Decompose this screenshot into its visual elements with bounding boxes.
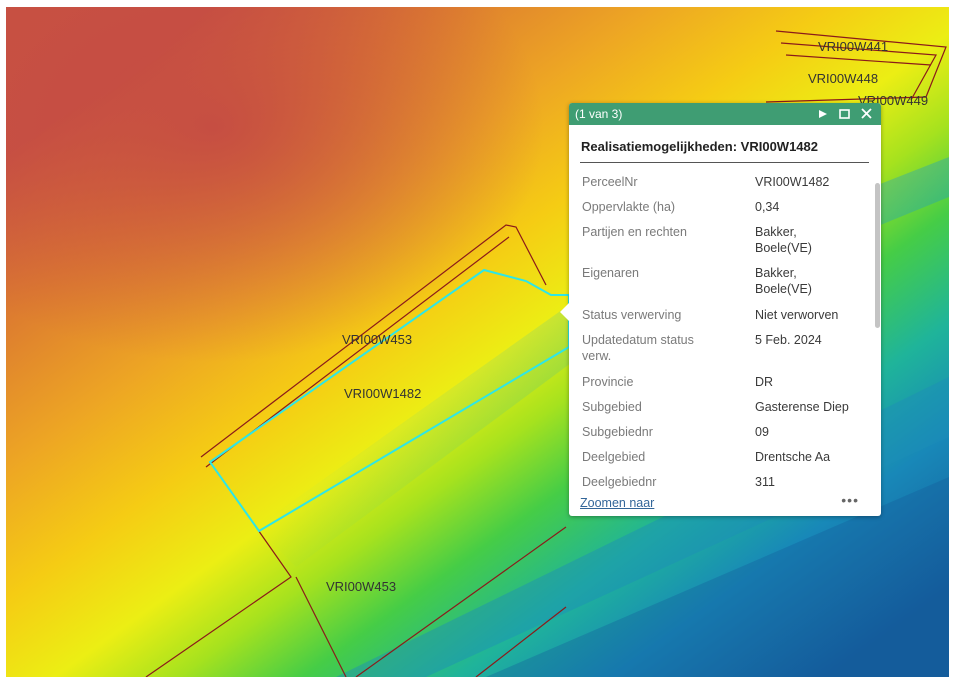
attribute-value: DR — [755, 375, 774, 389]
parcel-label: VRI00W441 — [818, 39, 889, 54]
popup-scrollbar[interactable] — [873, 153, 881, 488]
attribute-key: Oppervlakte (ha) — [582, 200, 676, 214]
close-icon — [861, 108, 872, 119]
more-options-button[interactable]: ••• — [841, 492, 859, 508]
attribute-key: Eigenaren — [582, 266, 639, 280]
attribute-value: Bakker, Boele(VE) — [755, 266, 812, 296]
attribute-value: VRI00W1482 — [755, 175, 830, 189]
zoom-to-link[interactable]: Zoomen naar — [580, 496, 655, 510]
scrollbar-thumb[interactable] — [875, 183, 880, 328]
attribute-key: Partijen en rechten — [582, 225, 687, 239]
attribute-value: Bakker, Boele(VE) — [755, 225, 812, 255]
attribute-value: Drentsche Aa — [755, 450, 831, 464]
attribute-value: Niet verworven — [755, 308, 839, 322]
attribute-key: PerceelNr — [582, 175, 638, 189]
attribute-value: 09 — [755, 425, 769, 439]
popup-pointer — [560, 303, 569, 321]
play-triangle-icon — [819, 110, 827, 118]
selected-parcel-outline[interactable] — [208, 268, 570, 533]
attribute-key: Subgebied — [582, 400, 642, 414]
parcel-label: VRI00W448 — [808, 71, 879, 86]
attribute-value: 5 Feb. 2024 — [755, 333, 822, 347]
attribute-value: Gasterense Diep — [755, 400, 849, 414]
attribute-key: Updatedatum status verw. — [582, 333, 694, 363]
attribute-key: Status verwerving — [582, 308, 682, 322]
close-button[interactable] — [859, 105, 875, 123]
maximize-button[interactable] — [837, 105, 853, 123]
feature-popup: (1 van 3) Realisatiemogelijkheden: VRI00… — [560, 103, 881, 516]
popup-feature-count: (1 van 3) — [575, 107, 623, 121]
attribute-value: 0,34 — [755, 200, 780, 214]
next-feature-button[interactable] — [815, 105, 831, 123]
title-divider — [580, 162, 869, 163]
popup-header: (1 van 3) — [569, 103, 881, 125]
maximize-icon — [839, 109, 850, 119]
attribute-key: Deelgebied — [582, 450, 646, 464]
parcel-label: VRI00W1482 — [344, 386, 422, 401]
popup-body[interactable]: Realisatiemogelijkheden: VRI00W1482 Perc… — [569, 125, 881, 516]
attribute-key: Subgebiednr — [582, 425, 653, 439]
parcel-label: VRI00W453 — [326, 579, 397, 594]
attribute-key: Provincie — [582, 375, 634, 389]
parcel-label: VRI00W453 — [342, 332, 413, 347]
attribute-key: Deelgebiednr — [582, 475, 657, 489]
attribute-value: 311 — [755, 475, 775, 489]
popup-title: Realisatiemogelijkheden: VRI00W1482 — [581, 139, 818, 154]
